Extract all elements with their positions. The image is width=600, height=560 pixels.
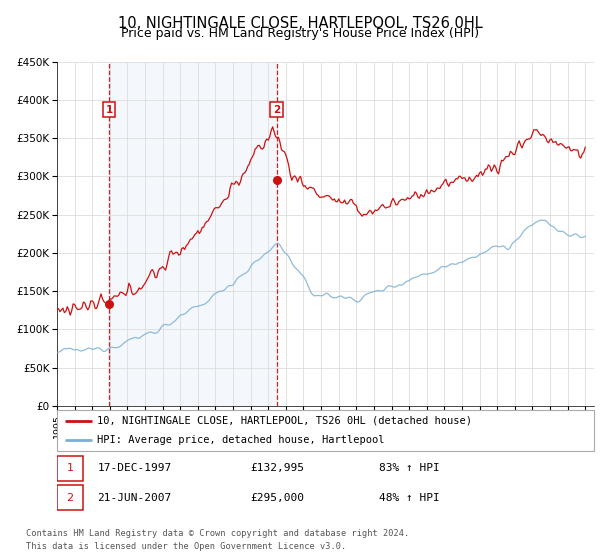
- FancyBboxPatch shape: [57, 410, 594, 451]
- Text: 1: 1: [106, 105, 113, 115]
- Text: 2: 2: [273, 105, 280, 115]
- Text: 1: 1: [67, 463, 73, 473]
- FancyBboxPatch shape: [57, 456, 83, 480]
- Text: 17-DEC-1997: 17-DEC-1997: [97, 463, 172, 473]
- Text: 10, NIGHTINGALE CLOSE, HARTLEPOOL, TS26 0HL: 10, NIGHTINGALE CLOSE, HARTLEPOOL, TS26 …: [118, 16, 482, 31]
- FancyBboxPatch shape: [57, 486, 83, 510]
- Text: This data is licensed under the Open Government Licence v3.0.: This data is licensed under the Open Gov…: [26, 542, 346, 550]
- Text: 48% ↑ HPI: 48% ↑ HPI: [379, 493, 440, 503]
- Text: Price paid vs. HM Land Registry's House Price Index (HPI): Price paid vs. HM Land Registry's House …: [121, 27, 479, 40]
- Text: 2: 2: [67, 493, 73, 503]
- Bar: [109, 62, 277, 406]
- Text: 10, NIGHTINGALE CLOSE, HARTLEPOOL, TS26 0HL (detached house): 10, NIGHTINGALE CLOSE, HARTLEPOOL, TS26 …: [97, 416, 472, 426]
- Text: £295,000: £295,000: [250, 493, 304, 503]
- Text: £132,995: £132,995: [250, 463, 304, 473]
- Text: 21-JUN-2007: 21-JUN-2007: [97, 493, 172, 503]
- Text: HPI: Average price, detached house, Hartlepool: HPI: Average price, detached house, Hart…: [97, 435, 385, 445]
- Text: 83% ↑ HPI: 83% ↑ HPI: [379, 463, 440, 473]
- Text: Contains HM Land Registry data © Crown copyright and database right 2024.: Contains HM Land Registry data © Crown c…: [26, 529, 409, 538]
